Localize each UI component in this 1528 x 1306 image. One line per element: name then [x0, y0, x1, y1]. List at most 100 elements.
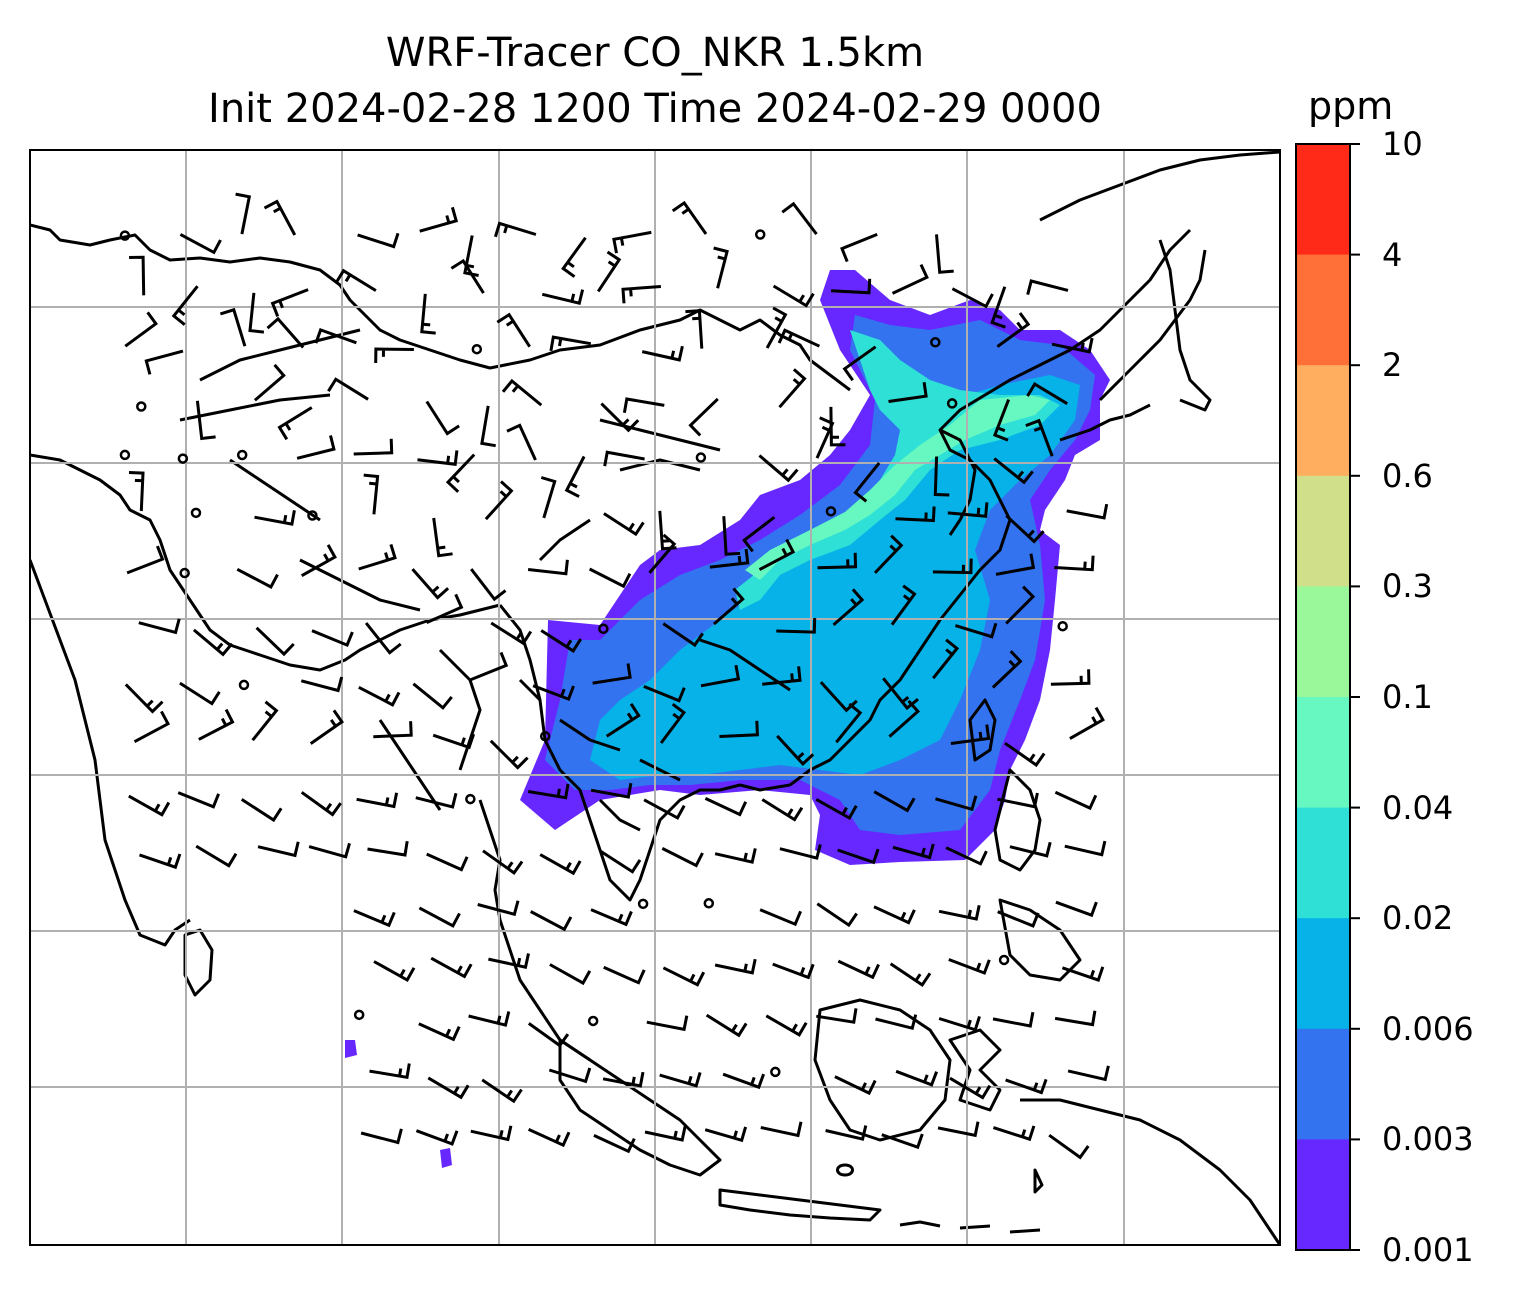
wind-barb	[1048, 1133, 1090, 1160]
wind-barb	[549, 963, 592, 986]
coast-india-west	[30, 559, 191, 947]
wind-barb	[138, 618, 181, 635]
map-border	[29, 149, 1281, 1246]
wind-barb	[489, 739, 529, 770]
calm-circle	[307, 510, 318, 521]
wind-barb	[719, 720, 759, 738]
wind-barb	[875, 1014, 918, 1031]
wind-barb	[992, 1125, 1036, 1142]
wind-barb	[1064, 840, 1107, 857]
wind-barb	[765, 306, 788, 349]
wind-barb	[253, 363, 286, 402]
coast-lesser-sunda	[899, 1220, 1041, 1234]
calm-circle	[136, 401, 147, 412]
wind-barb	[470, 568, 507, 602]
coast-indochina	[498, 604, 791, 902]
wind-barb	[1054, 1010, 1097, 1027]
wind-barb	[540, 629, 582, 653]
wind-barb	[949, 1076, 992, 1100]
wind-barb	[600, 402, 640, 433]
colorbar-tick-label: 0.001	[1382, 1231, 1474, 1269]
wind-barb	[412, 682, 453, 710]
wind-barb	[704, 797, 748, 817]
wind-barb	[1005, 1078, 1048, 1095]
wind-barb	[842, 345, 877, 382]
wind-barb	[432, 517, 453, 558]
wind-barb	[477, 900, 520, 917]
calm-circle	[930, 337, 941, 348]
wind-barb	[832, 588, 865, 627]
wind-barb	[612, 230, 652, 254]
wind-barb	[300, 791, 342, 817]
wind-barb	[760, 1121, 803, 1138]
wind-barb	[815, 798, 858, 821]
wind-barb	[758, 454, 799, 483]
wind-barb	[772, 284, 815, 308]
wind-barb	[219, 307, 247, 347]
wind-barb	[353, 438, 394, 456]
calm-circle	[471, 343, 483, 355]
wind-barb	[481, 1078, 523, 1104]
wind-barb	[426, 852, 469, 872]
wind-barb	[367, 840, 409, 857]
colorbar-segment	[1296, 807, 1350, 919]
wind-barb	[714, 848, 757, 864]
colorbar-segment	[1296, 144, 1350, 256]
wind-barb	[722, 516, 741, 556]
wind-barb	[548, 1067, 592, 1084]
wind-barb	[311, 629, 354, 648]
calm-circle	[179, 567, 190, 579]
wind-barb	[541, 289, 585, 306]
wind-barb	[873, 790, 916, 813]
colorbar-tick-label: 0.003	[1382, 1120, 1474, 1159]
plume-level-0.04	[745, 395, 1050, 580]
wind-barb	[427, 1076, 470, 1100]
wind-barb	[369, 1063, 411, 1080]
coast-new-guinea	[1020, 1098, 1280, 1245]
wind-barb	[997, 792, 1039, 809]
wind-barb	[1050, 669, 1091, 686]
wind-barb	[781, 201, 818, 236]
wind-barb	[659, 703, 686, 744]
colorbar-segment	[1296, 254, 1350, 366]
wind-barb	[713, 246, 729, 289]
wind-barb	[819, 681, 858, 713]
wind-barb	[853, 461, 881, 503]
wind-barb	[128, 794, 171, 817]
coast-taiwan	[968, 698, 997, 762]
colorbar-segment	[1296, 475, 1350, 587]
coast-eurasia-north	[30, 223, 851, 392]
wind-barb	[950, 724, 991, 745]
wind-barb	[235, 192, 252, 235]
wind-barb	[685, 309, 704, 349]
wind-barb	[1069, 706, 1105, 740]
wind-barb	[480, 405, 496, 448]
wind-barb	[951, 287, 994, 309]
wind-barb	[430, 956, 473, 979]
wind-barb	[954, 622, 998, 639]
wind-barb	[254, 510, 296, 526]
wind-barb	[603, 965, 646, 985]
wind-barb	[179, 681, 221, 706]
wind-barb	[420, 293, 436, 335]
wind-barb	[532, 684, 575, 702]
wind-barb	[825, 1125, 868, 1141]
wind-barb	[599, 849, 642, 874]
colorbar-tick-label: 0.6	[1382, 456, 1433, 495]
wind-barb	[270, 288, 309, 317]
calm-circle	[353, 1009, 365, 1021]
wind-barb	[641, 345, 684, 362]
wind-barb	[605, 702, 641, 738]
wind-barb	[646, 1015, 689, 1032]
wind-barb	[889, 962, 932, 987]
wind-barb	[468, 1011, 511, 1027]
wind-barb	[688, 397, 719, 437]
wind-barb	[603, 512, 645, 537]
border-lines-interior	[179, 328, 791, 811]
wind-barb	[890, 584, 917, 626]
wind-barb	[198, 708, 235, 741]
wind-barb	[1004, 741, 1046, 768]
wind-barb	[432, 733, 476, 750]
wind-barb	[171, 285, 199, 326]
coast-malay-peninsula	[478, 799, 591, 1062]
